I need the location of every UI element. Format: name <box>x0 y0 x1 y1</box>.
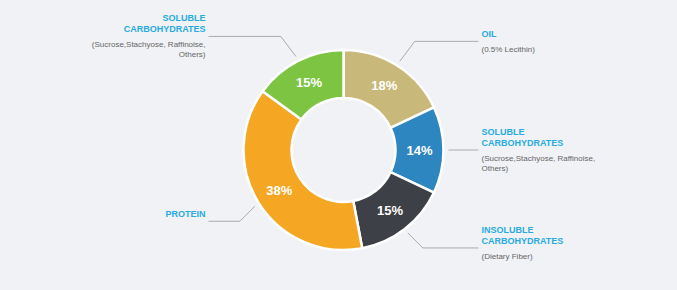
svg-text:(0.5% Lecithin): (0.5% Lecithin) <box>482 45 536 54</box>
svg-text:SOLUBLE: SOLUBLE <box>482 127 525 137</box>
svg-text:SOLUBLE: SOLUBLE <box>162 13 205 23</box>
svg-text:OIL: OIL <box>482 29 498 39</box>
svg-text:CARBOHYDRATES: CARBOHYDRATES <box>482 138 564 148</box>
svg-text:18%: 18% <box>371 78 397 93</box>
svg-text:CARBOHYDRATES: CARBOHYDRATES <box>482 236 564 246</box>
svg-text:(Sucrose,Stachyose, Raffinoise: (Sucrose,Stachyose, Raffinoise, <box>482 154 596 163</box>
svg-text:15%: 15% <box>377 203 403 218</box>
svg-text:INSOLUBLE: INSOLUBLE <box>482 225 534 235</box>
svg-text:38%: 38% <box>266 183 292 198</box>
svg-text:(Sucrose,Stachyose, Raffinoise: (Sucrose,Stachyose, Raffinoise, <box>92 40 206 49</box>
svg-text:14%: 14% <box>406 143 432 158</box>
svg-text:PROTEIN: PROTEIN <box>165 209 205 219</box>
svg-text:Others): Others) <box>482 164 509 173</box>
svg-text:(Dietary Fiber): (Dietary Fiber) <box>482 252 533 261</box>
svg-text:Others): Others) <box>179 50 206 59</box>
svg-text:15%: 15% <box>296 75 322 90</box>
svg-text:CARBOHYDRATES: CARBOHYDRATES <box>124 24 206 34</box>
